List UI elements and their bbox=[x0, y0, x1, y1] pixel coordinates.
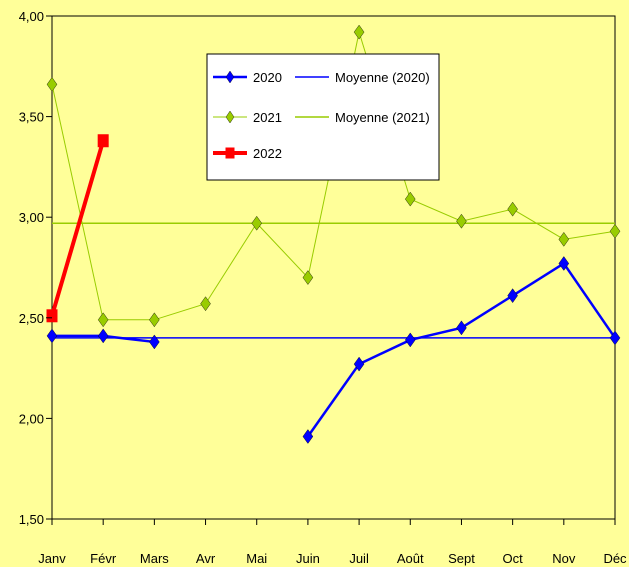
series-2022 bbox=[46, 134, 109, 323]
data-point-2020 bbox=[97, 328, 109, 344]
data-point-2021 bbox=[405, 191, 416, 207]
x-tick-label: Oct bbox=[503, 551, 524, 566]
data-point-2021 bbox=[302, 270, 314, 285]
x-tick-label: Juin bbox=[296, 551, 320, 566]
data-point-2020 bbox=[46, 328, 58, 344]
legend-item-moyenne-2021: Moyenne (2021) bbox=[295, 110, 430, 125]
data-point-2021 bbox=[200, 296, 211, 312]
x-tick-label: Août bbox=[397, 551, 424, 566]
legend-label: 2022 bbox=[253, 146, 282, 161]
data-point-2020 bbox=[302, 429, 314, 444]
legend-swatch-marker bbox=[225, 147, 235, 159]
data-point-2020 bbox=[558, 256, 570, 271]
x-tick-label: Mars bbox=[140, 551, 169, 566]
reference-lines bbox=[52, 222, 615, 339]
data-point-2022 bbox=[97, 134, 109, 148]
y-tick-label: 2,50 bbox=[19, 311, 44, 326]
series-2021 bbox=[46, 24, 621, 328]
series-line-2022 bbox=[50, 140, 106, 317]
legend-swatch-marker bbox=[225, 110, 235, 124]
legend-item-2020: 2020 bbox=[213, 70, 282, 85]
y-tick-label: 2,00 bbox=[19, 411, 44, 426]
data-point-2021 bbox=[251, 215, 262, 231]
x-tick-label: Mai bbox=[246, 551, 267, 566]
data-point-2020 bbox=[507, 288, 518, 304]
data-point-2020 bbox=[149, 334, 160, 350]
legend-label: 2021 bbox=[253, 110, 282, 125]
x-tick-label: Juil bbox=[349, 551, 369, 566]
data-point-2021 bbox=[97, 312, 109, 328]
x-tick-label: Nov bbox=[552, 551, 576, 566]
legend-swatch-marker bbox=[225, 70, 235, 84]
x-axis: Janv Févr Mars Avr Mai Juin Juil Août Sept Oct Nov… bbox=[38, 519, 627, 566]
y-tick-label: 1,50 bbox=[19, 512, 44, 527]
x-tick-label: Févr bbox=[90, 551, 117, 566]
legend-item-2021: 2021 bbox=[213, 110, 282, 125]
y-tick-label: 3,00 bbox=[19, 210, 44, 225]
data-point-2021 bbox=[353, 24, 365, 40]
legend-item-moyenne-2020: Moyenne (2020) bbox=[295, 70, 430, 85]
data-point-2020 bbox=[405, 332, 416, 348]
data-point-2021 bbox=[46, 77, 58, 92]
series-2020 bbox=[46, 256, 621, 444]
data-point-2022 bbox=[46, 309, 58, 323]
data-point-2021 bbox=[558, 231, 570, 247]
data-point-2020 bbox=[456, 320, 467, 336]
legend-label: Moyenne (2021) bbox=[335, 110, 430, 125]
legend-label: 2020 bbox=[253, 70, 282, 85]
y-tick-label: 3,50 bbox=[19, 110, 44, 125]
legend-label: Moyenne (2020) bbox=[335, 70, 430, 85]
data-point-2021 bbox=[149, 312, 160, 328]
x-tick-label: Sept bbox=[448, 551, 475, 566]
data-point-2020 bbox=[353, 356, 365, 372]
x-tick-label: Avr bbox=[196, 551, 216, 566]
legend-item-2022: 2022 bbox=[213, 146, 282, 161]
data-point-2021 bbox=[609, 223, 621, 239]
series-layer bbox=[46, 24, 621, 444]
data-point-2020 bbox=[609, 330, 621, 346]
data-point-2021 bbox=[507, 201, 518, 217]
legend: 2020 Moyenne (2020) 2021 Moyenne (2021) 2022 bbox=[206, 53, 440, 181]
x-tick-label: Janv bbox=[38, 551, 66, 566]
x-tick-label: Déc bbox=[603, 551, 627, 566]
y-axis: 1,50 2,00 2,50 3,00 3,50 4,00 bbox=[19, 9, 52, 527]
data-point-2021 bbox=[456, 213, 467, 229]
y-tick-label: 4,00 bbox=[19, 9, 44, 24]
